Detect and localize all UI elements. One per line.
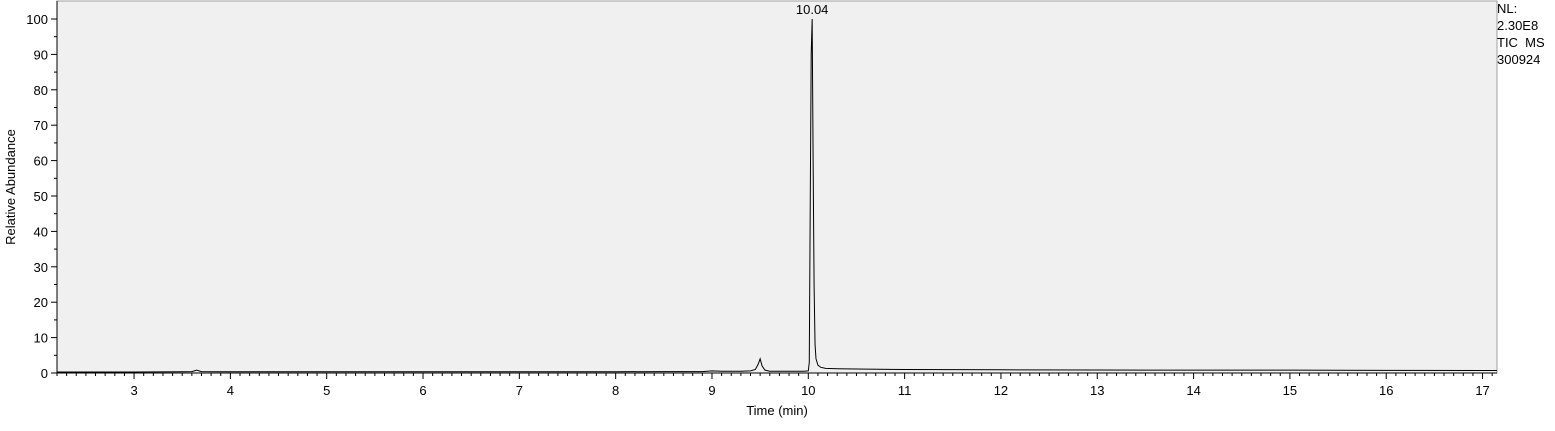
x-tick-label: 6 — [419, 383, 426, 398]
x-tick-label: 5 — [323, 383, 330, 398]
nl-label: NL: — [1497, 1, 1518, 16]
y-tick-label: 70 — [34, 118, 48, 133]
nl-info-panel: NL: 2.30E8 TIC MS 300924 — [1497, 0, 1555, 68]
file-name-label: 300924 — [1497, 52, 1541, 67]
x-tick-label: 4 — [227, 383, 234, 398]
x-tick-label: 13 — [1090, 383, 1104, 398]
x-tick-label: 8 — [612, 383, 619, 398]
x-tick-label: 9 — [708, 383, 715, 398]
y-axis: 0 10 20 30 40 50 60 70 80 90 100 — [26, 1, 58, 381]
peak-annotations: 10.04 — [796, 2, 829, 17]
y-tick-label: 50 — [34, 189, 48, 204]
tic-trace-line — [57, 18, 1497, 373]
peak-label: 10.04 — [796, 2, 829, 17]
x-tick-label: 15 — [1283, 383, 1297, 398]
x-axis-label: Time (min) — [746, 403, 808, 418]
x-tick-label: 3 — [130, 383, 137, 398]
y-tick-label: 30 — [34, 260, 48, 275]
nl-value: 2.30E8 — [1497, 18, 1539, 33]
x-tick-label: 10 — [801, 383, 815, 398]
x-axis: 3 4 5 6 7 8 9 10 11 12 13 14 15 16 17 — [56, 372, 1497, 398]
x-tick-label: 17 — [1475, 383, 1489, 398]
scan-filter-label: TIC MS — [1497, 35, 1545, 50]
y-tick-label: 0 — [41, 366, 48, 381]
y-tick-label: 60 — [34, 154, 48, 169]
x-tick-label: 16 — [1379, 383, 1393, 398]
y-axis-label: Relative Abundance — [3, 129, 18, 245]
plot-area — [56, 0, 1498, 374]
x-tick-label: 12 — [994, 383, 1008, 398]
x-tick-label: 11 — [898, 383, 912, 398]
x-tick-label: 14 — [1186, 383, 1200, 398]
x-tick-label: 7 — [516, 383, 523, 398]
y-tick-label: 80 — [34, 83, 48, 98]
y-tick-label: 10 — [34, 331, 48, 346]
y-tick-label: 100 — [26, 12, 48, 27]
y-tick-label: 40 — [34, 224, 48, 239]
y-tick-label: 20 — [34, 295, 48, 310]
y-tick-label: 90 — [34, 47, 48, 62]
